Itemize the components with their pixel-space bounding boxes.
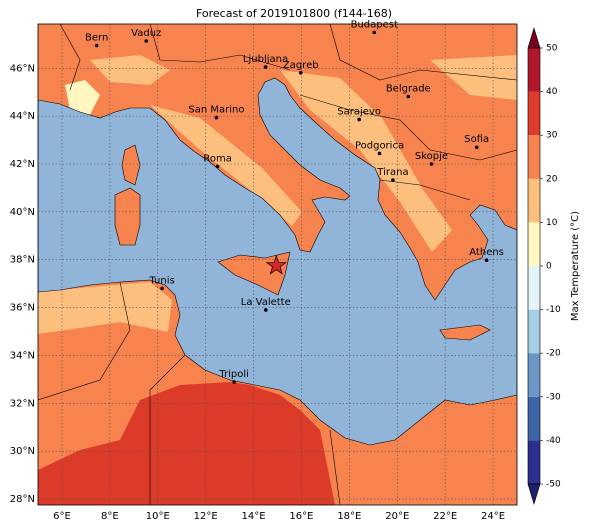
colorbar-tick-label: 50 <box>546 44 558 54</box>
city-label: Belgrade <box>386 84 431 95</box>
x-tick-label: 12°E <box>194 511 218 522</box>
city-dot <box>94 43 99 48</box>
city-label: Sarajevo <box>337 106 381 117</box>
x-tick-label: 16°E <box>289 511 313 522</box>
colorbar-bin <box>528 222 540 266</box>
x-tick-label: 18°E <box>337 511 361 522</box>
city-dot <box>214 115 219 120</box>
colorbar-bin <box>528 440 540 484</box>
y-tick-label: 38°N <box>10 255 35 266</box>
mild-region <box>430 55 517 100</box>
colorbar-bin <box>528 396 540 441</box>
city-dot <box>215 164 220 169</box>
colorbar-bin <box>528 353 540 397</box>
colorbar-bin <box>528 91 540 136</box>
y-tick-label: 28°N <box>10 494 35 505</box>
city-label: Zagreb <box>283 60 319 71</box>
city-label: Podgorica <box>355 140 404 151</box>
y-tick-label: 32°N <box>10 398 35 409</box>
x-tick-label: 14°E <box>242 511 266 522</box>
map-frame <box>37 23 518 506</box>
mild-region <box>38 282 172 334</box>
colorbar-bin <box>528 135 540 179</box>
city-label: Athens <box>469 247 504 258</box>
mild-region <box>150 105 302 226</box>
city-dot <box>406 94 411 99</box>
y-tick-label: 40°N <box>10 207 35 218</box>
city-dot <box>144 39 149 43</box>
x-tick-label: 22°E <box>433 511 457 522</box>
island <box>439 324 491 341</box>
y-tick-label: 30°N <box>10 446 35 457</box>
mild-region <box>280 70 452 252</box>
cool-region <box>65 80 100 115</box>
city-label: La Valette <box>241 297 291 308</box>
city-dot <box>372 30 377 35</box>
island <box>114 187 141 246</box>
title: Forecast of 2019101800 (f144-168) <box>196 7 392 20</box>
city-label: Roma <box>203 153 232 164</box>
x-tick-label: 20°E <box>385 511 409 522</box>
city-dot <box>298 71 303 75</box>
colorbar-tick-label: 30 <box>546 131 558 141</box>
colorbar-bin <box>528 309 540 354</box>
city-dot <box>484 258 489 262</box>
colorbar-tick-label: -40 <box>546 436 561 446</box>
city-label: Ljubljana <box>243 54 288 65</box>
city-dot <box>160 286 164 291</box>
city-dot <box>263 308 268 312</box>
colorbar: -50 -40 -30 -20 -10 0 10 20 30 40 50 <box>527 26 561 506</box>
colorbar-tick-label: -10 <box>546 305 561 315</box>
colorbar-tick-label: -20 <box>546 349 561 359</box>
colorbar-bin <box>528 178 540 223</box>
x-tick-label: 24°E <box>481 511 505 522</box>
y-tick-label: 44°N <box>10 111 35 122</box>
location-marker <box>265 254 287 275</box>
city-dot <box>474 145 479 150</box>
y-tick-label: 42°N <box>10 159 35 170</box>
colorbar-bin <box>528 48 540 92</box>
colorbar-under <box>527 483 541 506</box>
colorbar-tick-label: -50 <box>546 480 561 490</box>
border <box>38 24 517 505</box>
city-label: Skopje <box>415 151 448 162</box>
colorbar-label: Max Temperature (°C) <box>570 211 581 321</box>
city-dot <box>391 178 395 182</box>
city-label: San Marino <box>188 105 244 116</box>
colorbar-tick-label: 20 <box>546 174 558 184</box>
island <box>121 144 141 186</box>
city-dot <box>357 117 361 122</box>
city-dot <box>429 162 434 166</box>
city-label: Tirana <box>376 167 408 178</box>
city-dot <box>263 65 268 69</box>
city-label: Tripoli <box>218 369 249 380</box>
x-tick-label: 8°E <box>101 511 119 522</box>
y-tick-label: 34°N <box>10 350 35 361</box>
colorbar-bin <box>528 266 540 310</box>
colorbar-over <box>527 26 541 49</box>
city-label: Vaduz <box>131 28 161 39</box>
city-label: Tunis <box>148 275 174 286</box>
colorbar-tick-label: -30 <box>546 392 561 402</box>
colorbar-tick-label: 0 <box>546 262 552 272</box>
y-tick-label: 46°N <box>10 63 35 74</box>
city-label: Budapest <box>351 19 398 30</box>
x-tick-label: 6°E <box>53 511 71 522</box>
x-tick-label: 10°E <box>146 511 170 522</box>
graticule <box>38 24 517 505</box>
y-tick-label: 36°N <box>10 303 35 314</box>
colorbar-tick-label: 40 <box>546 87 558 97</box>
hot-region <box>38 382 335 505</box>
city-label: Bern <box>85 33 108 44</box>
city-dot <box>232 380 236 384</box>
city-label: Sofia <box>464 134 489 145</box>
colorbar-tick-label: 10 <box>546 218 558 228</box>
city-dot <box>377 151 382 156</box>
